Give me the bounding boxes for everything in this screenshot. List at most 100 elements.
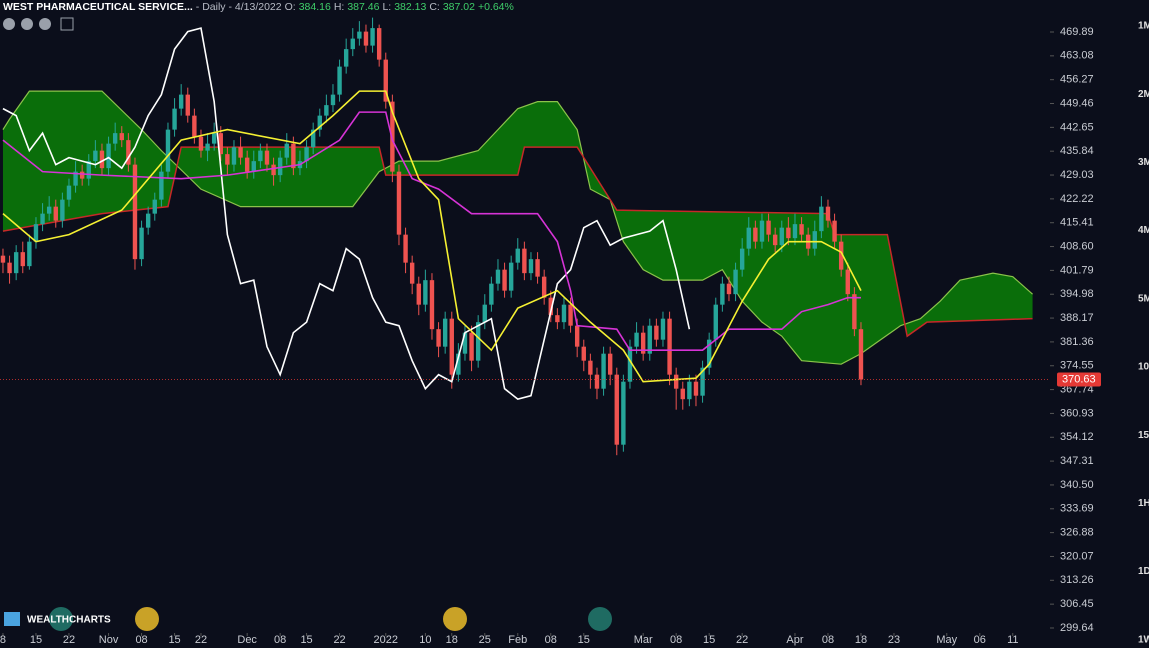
candle-body xyxy=(423,280,428,305)
candle-body xyxy=(687,381,692,400)
last-price-box xyxy=(1057,372,1101,387)
y-tick-label: 456.27 xyxy=(1060,74,1094,86)
candle-body xyxy=(825,206,831,221)
timeframe[interactable]: 2M xyxy=(1138,89,1149,100)
candle-body xyxy=(759,220,765,242)
candle-body xyxy=(205,143,210,151)
tool-button[interactable] xyxy=(588,607,612,631)
candle-body xyxy=(264,150,270,165)
candle-body xyxy=(7,262,12,274)
candle-body xyxy=(746,227,751,249)
indicator-line xyxy=(2,27,691,401)
candle-body xyxy=(258,150,263,162)
candle-body xyxy=(502,269,507,291)
tool-button[interactable] xyxy=(21,18,33,30)
candle-body xyxy=(231,147,237,165)
x-tick-label: 08 xyxy=(670,634,682,646)
timeframe[interactable]: 1H xyxy=(1138,498,1149,509)
candle-body xyxy=(495,269,501,284)
y-tick-label: 429.03 xyxy=(1060,169,1094,181)
y-tick-label: 449.46 xyxy=(1060,97,1094,109)
x-tick-label: 15 xyxy=(300,634,312,646)
x-tick-label: 06 xyxy=(974,634,986,646)
timeframe[interactable]: 1M xyxy=(1138,21,1149,32)
timeframe[interactable]: 1D xyxy=(1138,566,1149,577)
candle-body xyxy=(60,199,65,221)
x-tick-label: 22 xyxy=(195,634,207,646)
candle-body xyxy=(475,322,481,361)
candle-body xyxy=(73,171,78,186)
candle-body xyxy=(640,332,646,354)
timeframe[interactable]: 5M xyxy=(1138,293,1149,304)
candle-body xyxy=(508,262,514,291)
candle-body xyxy=(390,101,395,172)
candle-body xyxy=(535,259,540,277)
candle-body xyxy=(792,224,798,239)
y-tick-label: 469.89 xyxy=(1060,26,1094,38)
candle-body xyxy=(185,94,190,116)
y-tick-label: 401.79 xyxy=(1060,264,1094,276)
span-b xyxy=(2,146,1033,338)
x-tick-label: 15 xyxy=(578,634,590,646)
candle-body xyxy=(442,318,448,347)
y-tick-label: 388.17 xyxy=(1060,312,1094,324)
candle-body xyxy=(726,283,732,295)
candle-body xyxy=(772,234,778,246)
candle-body xyxy=(832,220,837,242)
candle-body xyxy=(462,332,468,354)
candle-body xyxy=(304,147,309,162)
candle-body xyxy=(198,136,204,151)
candle-body xyxy=(720,283,725,305)
candle-body xyxy=(291,143,296,169)
candle-body xyxy=(238,147,243,158)
ohlc-value: 382.13 xyxy=(394,1,427,13)
candle-body xyxy=(0,255,6,263)
timeframe[interactable]: 1W xyxy=(1138,634,1149,645)
candle-body xyxy=(310,129,316,148)
candle-body xyxy=(574,325,580,347)
y-tick-label: 306.45 xyxy=(1060,598,1094,610)
toolbar xyxy=(3,17,74,31)
timeframe[interactable]: 10M xyxy=(1138,362,1149,373)
timeframe[interactable]: 4M xyxy=(1138,225,1149,236)
candle-body xyxy=(456,353,461,375)
candle-body xyxy=(654,325,659,340)
y-tick-label: 360.93 xyxy=(1060,407,1094,419)
candle-body xyxy=(858,329,864,380)
candle-body xyxy=(251,161,256,172)
candle-body xyxy=(819,206,824,232)
candle-body xyxy=(383,59,388,102)
y-tick-label: 333.69 xyxy=(1060,503,1094,515)
tool-button[interactable] xyxy=(49,607,73,631)
ohlc-label: H: xyxy=(333,1,345,13)
tool-button[interactable] xyxy=(135,607,159,631)
candle-body xyxy=(86,161,91,179)
timeframe[interactable]: 15M xyxy=(1138,430,1149,441)
x-tick-label: 22 xyxy=(736,634,748,646)
candle-body xyxy=(376,28,382,60)
y-tick-label: 354.12 xyxy=(1060,431,1094,443)
candle-body xyxy=(482,304,487,323)
tool-button[interactable] xyxy=(443,607,467,631)
tool-button[interactable] xyxy=(3,18,15,30)
timeframe[interactable]: 3M xyxy=(1138,157,1149,168)
candle-body xyxy=(548,297,553,316)
candle-body xyxy=(330,94,336,106)
candle-body xyxy=(621,381,626,445)
y-tick-label: 381.36 xyxy=(1060,336,1094,348)
x-tick-label: 8 xyxy=(0,634,6,646)
x-tick-label: 10 xyxy=(419,634,431,646)
candle-body xyxy=(27,241,32,267)
candle-body xyxy=(852,294,857,330)
tool-button[interactable] xyxy=(39,18,51,30)
candle-body xyxy=(324,105,329,116)
add-button[interactable] xyxy=(60,17,74,31)
candle-body xyxy=(33,224,39,242)
x-tick-label: Dec xyxy=(237,634,257,646)
y-tick-label: 463.08 xyxy=(1060,50,1094,62)
x-tick-label: 18 xyxy=(446,634,458,646)
candle-body xyxy=(739,248,745,270)
y-tick-label: 299.64 xyxy=(1060,622,1094,634)
brand-logo xyxy=(4,612,20,626)
candle-body xyxy=(845,269,850,295)
